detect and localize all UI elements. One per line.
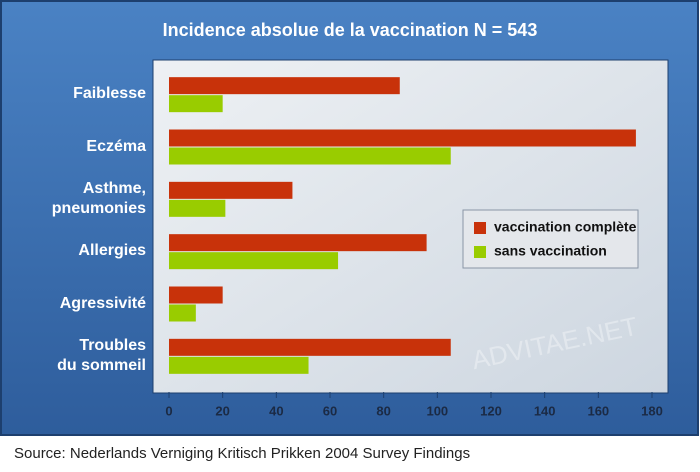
chart-title: Incidence absolue de la vaccination N = … xyxy=(163,20,538,40)
source: Source: Nederlands Verniging Kritisch Pr… xyxy=(14,445,470,462)
x-tick-label: 120 xyxy=(480,403,502,418)
bar xyxy=(169,304,196,322)
x-tick-label: 140 xyxy=(534,403,556,418)
x-tick-label: 100 xyxy=(426,403,448,418)
legend-swatch xyxy=(474,222,486,234)
legend-swatch xyxy=(474,246,486,258)
bar xyxy=(169,286,223,304)
bar xyxy=(169,234,427,252)
bar xyxy=(169,199,226,217)
x-tick-label: 20 xyxy=(215,403,229,418)
legend-label: sans vaccination xyxy=(494,243,607,259)
x-tick-label: 160 xyxy=(587,403,609,418)
legend-label: vaccination complète xyxy=(494,219,637,235)
bar xyxy=(169,338,451,356)
category-label: Faiblesse xyxy=(73,85,146,103)
x-tick-label: 180 xyxy=(641,403,663,418)
category-label: Allergies xyxy=(78,242,146,260)
bar xyxy=(169,77,400,95)
category-label: Agressivité xyxy=(59,294,146,312)
category-label: Eczéma xyxy=(86,137,146,155)
bar xyxy=(169,147,451,165)
category-label: Asthme, pneumonies xyxy=(51,179,146,217)
x-tick-label: 60 xyxy=(323,403,337,418)
bar xyxy=(169,95,223,113)
x-tick-label: 40 xyxy=(269,403,283,418)
bar xyxy=(169,181,293,199)
x-tick-label: 0 xyxy=(165,403,172,418)
bar xyxy=(169,252,339,270)
x-tick-label: 80 xyxy=(376,403,390,418)
legend-box xyxy=(462,209,639,269)
bar xyxy=(169,129,636,147)
category-label: Troubles du sommeil xyxy=(57,336,146,374)
bar xyxy=(169,356,309,374)
